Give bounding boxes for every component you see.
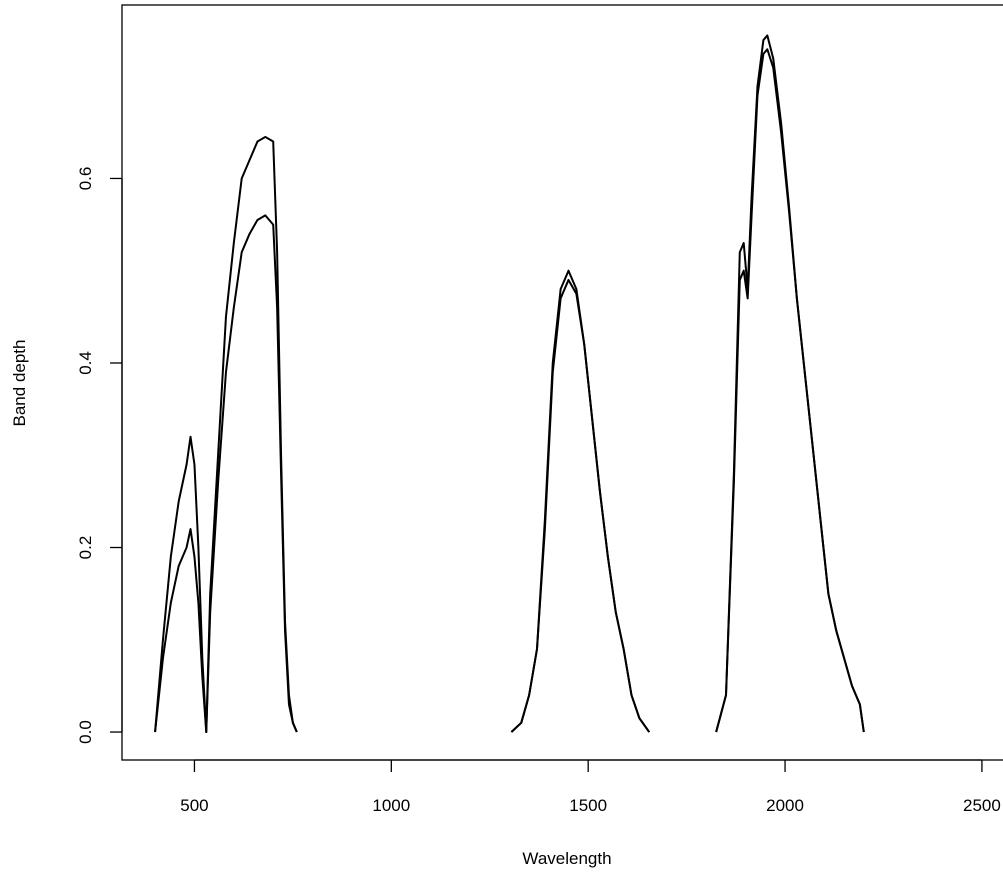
x-tick-label: 2500 <box>963 796 1001 815</box>
x-axis-label: Wavelength <box>522 849 611 868</box>
y-axis-label: Band depth <box>10 340 29 427</box>
x-tick-label: 2000 <box>766 796 804 815</box>
y-tick-label: 0.2 <box>76 536 95 560</box>
y-tick-label: 0.4 <box>76 351 95 375</box>
data-line <box>154 48 865 734</box>
x-tick-label: 1500 <box>569 796 607 815</box>
y-tick-label: 0.6 <box>76 167 95 191</box>
x-tick-label: 500 <box>180 796 208 815</box>
data-line <box>154 34 865 734</box>
x-tick-label: 1000 <box>372 796 410 815</box>
plot-frame <box>121 4 1003 761</box>
y-tick-label: 0.0 <box>76 720 95 744</box>
